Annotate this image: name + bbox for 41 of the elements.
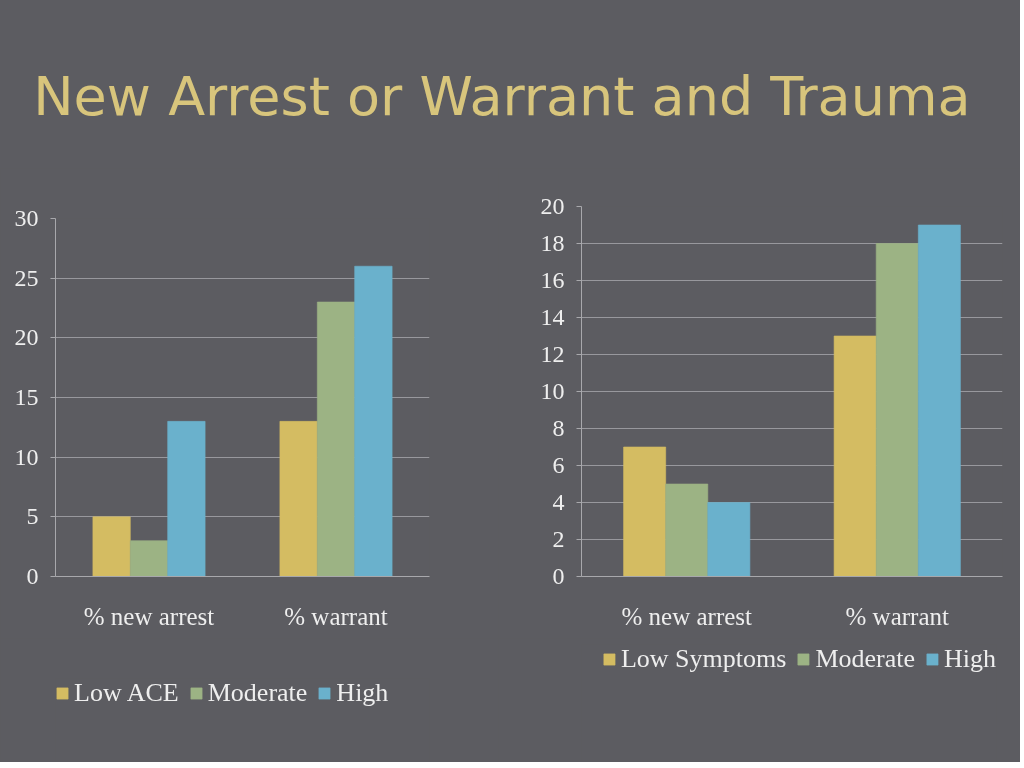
y-tick-label: 25 [14,264,39,291]
legend-label: High [336,678,389,708]
bar [92,516,131,577]
y-tick-label: 20 [540,193,565,219]
y-tick-label: 4 [552,489,565,515]
bar [875,243,919,577]
y-tick-label: 0 [552,563,565,589]
bar [917,224,961,577]
bar [316,301,356,577]
y-tick-label: 0 [26,563,39,589]
y-tick-label: 10 [540,378,565,404]
y-tick-label: 5 [26,503,39,530]
bar [707,502,751,577]
y-tick-label: 8 [552,415,565,441]
chart-title: New Arrest or Warrant and Trauma [33,64,971,128]
bar [354,265,393,577]
y-tick-label: 12 [540,341,565,367]
bar [129,540,169,577]
bar [167,420,206,577]
bar [279,420,318,577]
legend-label: Moderate [207,678,308,708]
y-tick-label: 16 [540,267,565,293]
legend-label: High [944,644,996,674]
legend-label: Moderate [815,644,915,674]
x-tick-label: % warrant [845,602,950,630]
y-tick-label: 18 [540,230,565,256]
legend-label: Low Symptoms [620,644,787,674]
bar [833,335,877,577]
bar [623,446,667,577]
y-tick-label: 14 [540,304,565,330]
y-tick-label: 2 [552,526,565,552]
x-tick-label: % new arrest [621,602,753,630]
y-tick-label: 30 [14,205,39,231]
y-tick-label: 10 [14,443,39,470]
y-tick-label: 20 [14,324,39,351]
y-tick-label: 6 [552,452,565,478]
x-tick-label: % warrant [284,602,388,630]
x-tick-label: % new arrest [83,602,215,630]
legend-label: Low ACE [74,678,179,708]
bar [665,483,709,577]
y-tick-label: 15 [14,384,39,410]
